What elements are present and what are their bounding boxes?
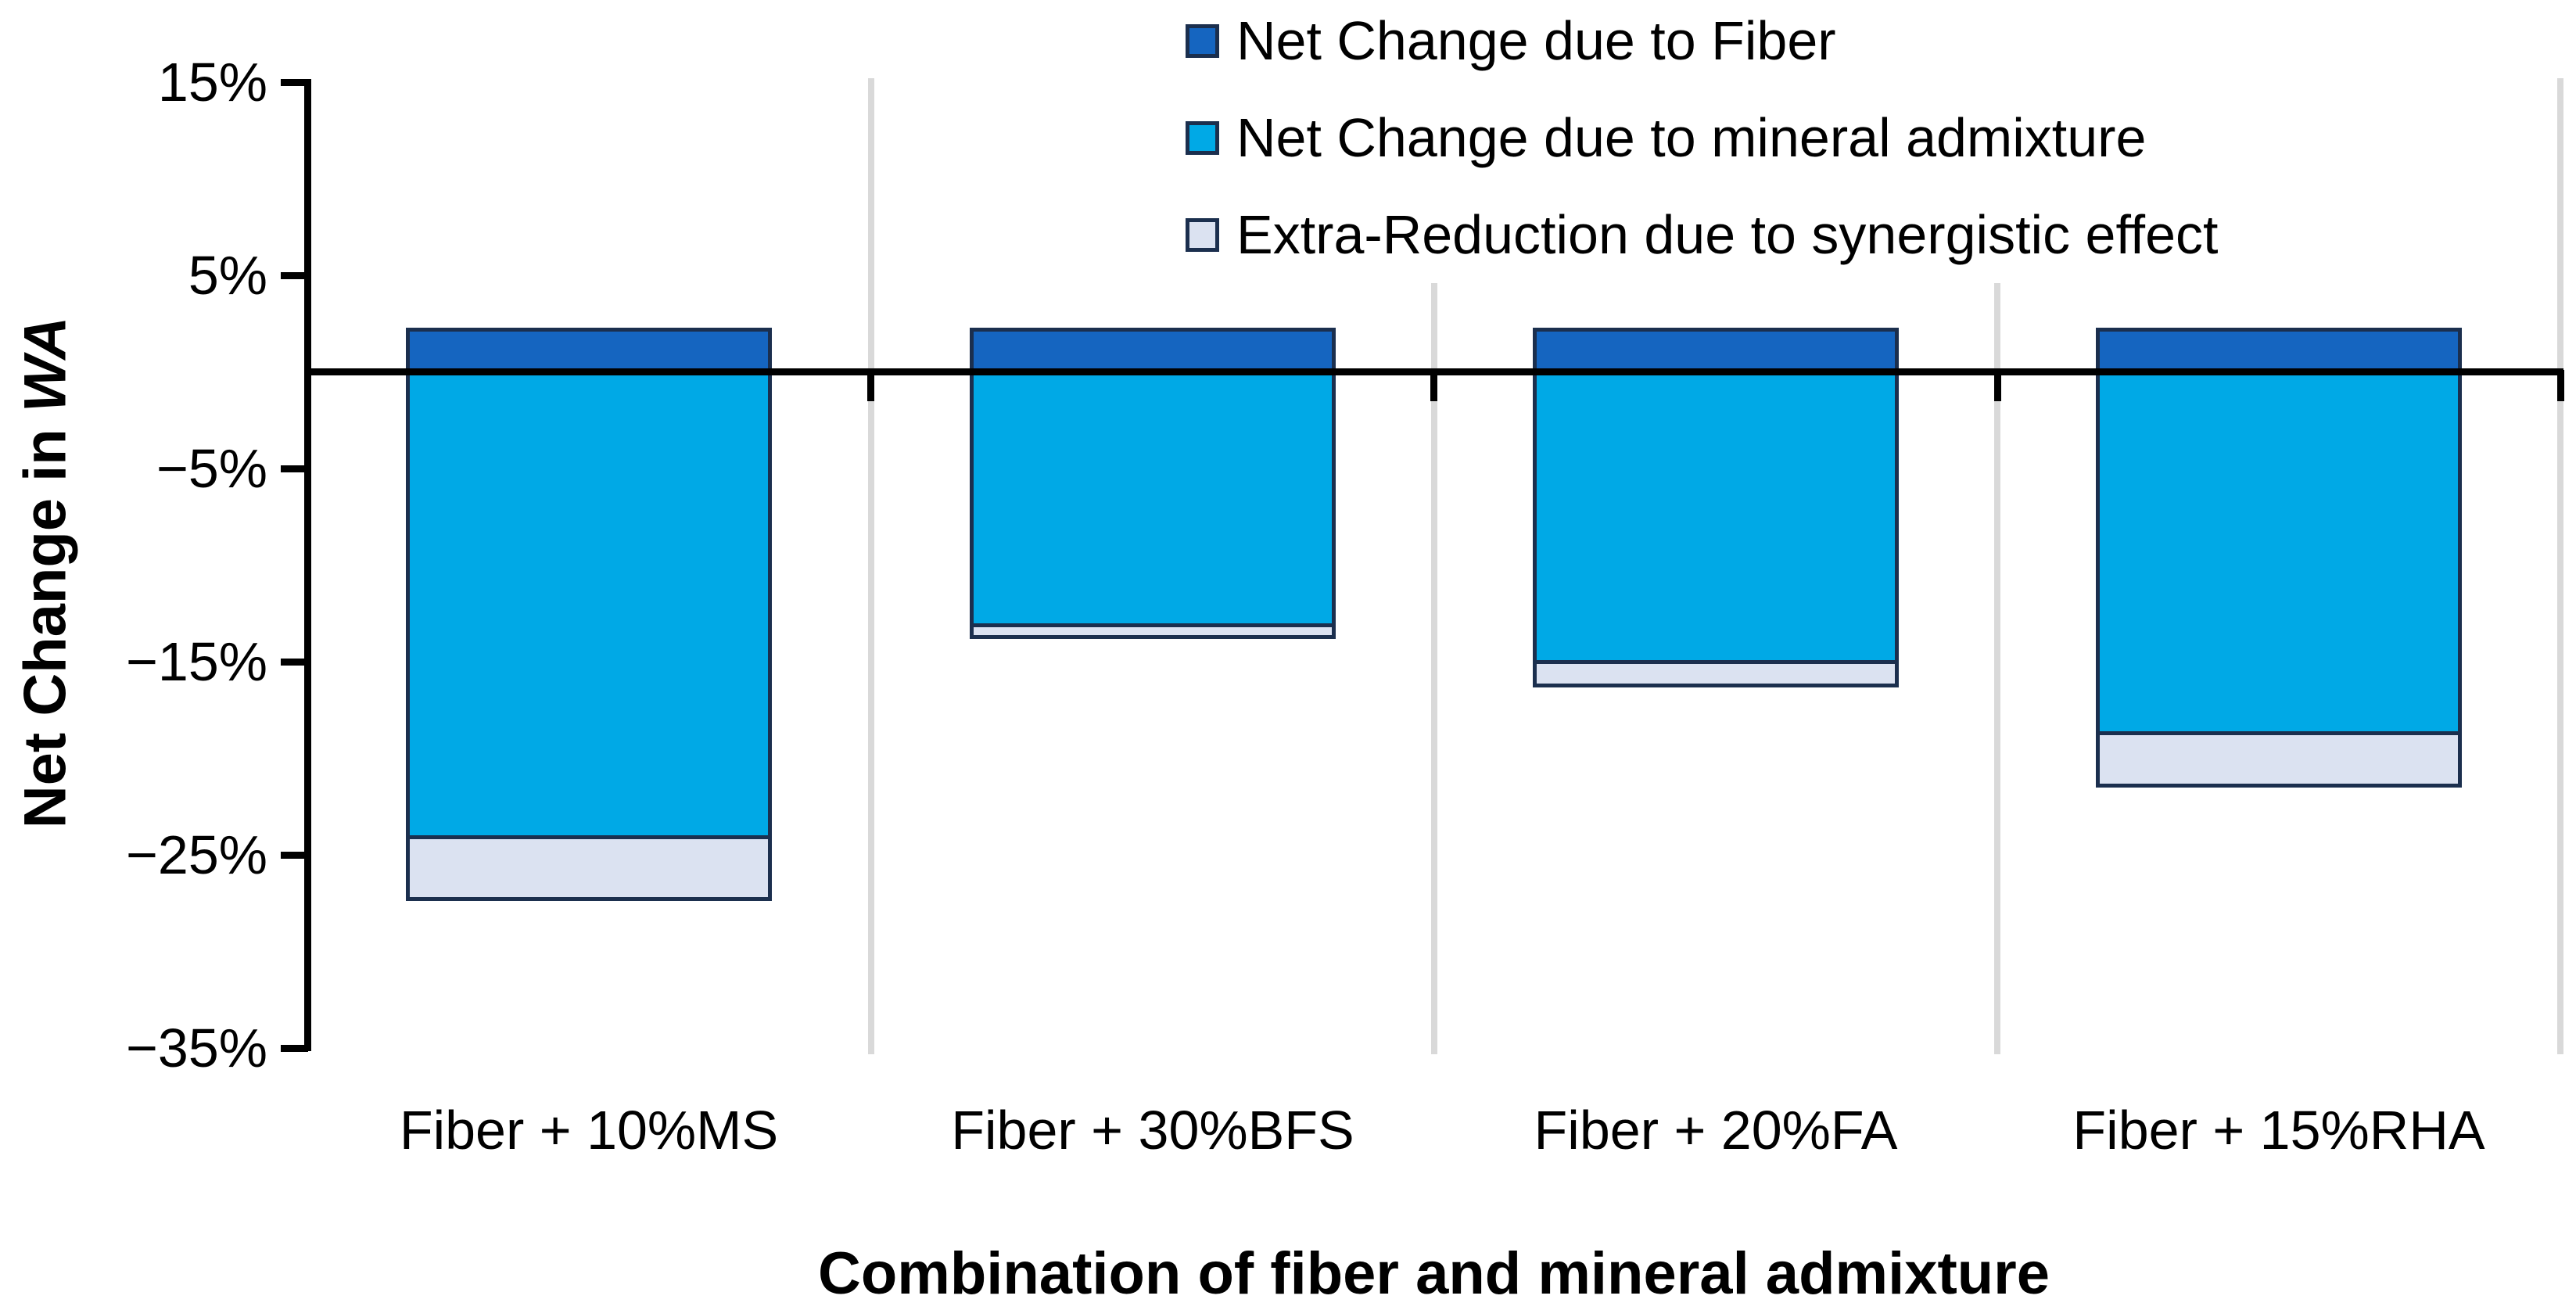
- y-tick-label: 5%: [188, 245, 267, 306]
- bar-segment-fiber-4: [2096, 328, 2462, 374]
- category-separator-line: [868, 78, 874, 1054]
- y-axis-line: [304, 79, 311, 1051]
- x-axis-tick: [1994, 370, 2001, 401]
- y-tick-label: −25%: [126, 824, 267, 885]
- legend-item-1: Net Change due to Fiber: [1186, 8, 1836, 74]
- bar-segment-mineral-3: [1533, 370, 1899, 664]
- x-axis-title: Combination of fiber and mineral admixtu…: [817, 1240, 2050, 1307]
- bar-segment-mineral-2: [970, 370, 1336, 627]
- legend-swatch-icon: [1186, 217, 1219, 252]
- bar-segment-synergy-1: [406, 835, 772, 901]
- bar-segment-fiber-1: [406, 328, 772, 374]
- bar-segment-fiber-3: [1533, 328, 1899, 374]
- x-axis-tick: [867, 370, 874, 401]
- y-tick: [281, 79, 308, 86]
- legend-swatch-icon: [1186, 23, 1219, 58]
- category-separator-line: [2557, 78, 2563, 1054]
- legend-label: Net Change due to Fiber: [1236, 10, 1836, 71]
- y-axis-title: Net Change in WA: [12, 317, 80, 828]
- bar-segment-synergy-4: [2096, 731, 2462, 788]
- y-tick: [281, 852, 308, 859]
- y-tick: [281, 659, 308, 666]
- y-tick-label: −35%: [126, 1017, 267, 1079]
- x-axis-tick: [1430, 370, 1437, 401]
- category-label-4: Fiber + 15%RHA: [2072, 1100, 2485, 1161]
- legend-item-2: Net Change due to mineral admixture: [1186, 105, 2146, 170]
- y-tick-label: −15%: [126, 631, 267, 692]
- y-axis-title-italic: WA: [12, 316, 79, 413]
- bar-segment-mineral-4: [2096, 370, 2462, 735]
- bar-segment-fiber-2: [970, 328, 1336, 374]
- legend-swatch-icon: [1186, 120, 1219, 155]
- y-tick: [281, 465, 308, 472]
- bar-segment-synergy-2: [970, 623, 1336, 639]
- category-separator-line: [1994, 283, 2000, 1054]
- y-tick: [281, 1045, 308, 1052]
- x-axis-tick: [2557, 370, 2564, 401]
- y-tick: [281, 272, 308, 279]
- category-label-2: Fiber + 30%BFS: [951, 1100, 1354, 1161]
- bar-segment-synergy-3: [1533, 660, 1899, 687]
- legend-item-3: Extra-Reduction due to synergistic effec…: [1186, 202, 2218, 267]
- category-label-1: Fiber + 10%MS: [399, 1100, 779, 1161]
- legend-label: Net Change due to mineral admixture: [1236, 107, 2147, 168]
- legend-label: Extra-Reduction due to synergistic effec…: [1236, 204, 2219, 265]
- bar-segment-mineral-1: [406, 370, 772, 839]
- category-separator-line: [1431, 283, 1437, 1054]
- category-label-3: Fiber + 20%FA: [1534, 1100, 1898, 1161]
- y-tick-label: 15%: [157, 52, 267, 113]
- y-tick-label: −5%: [156, 438, 267, 499]
